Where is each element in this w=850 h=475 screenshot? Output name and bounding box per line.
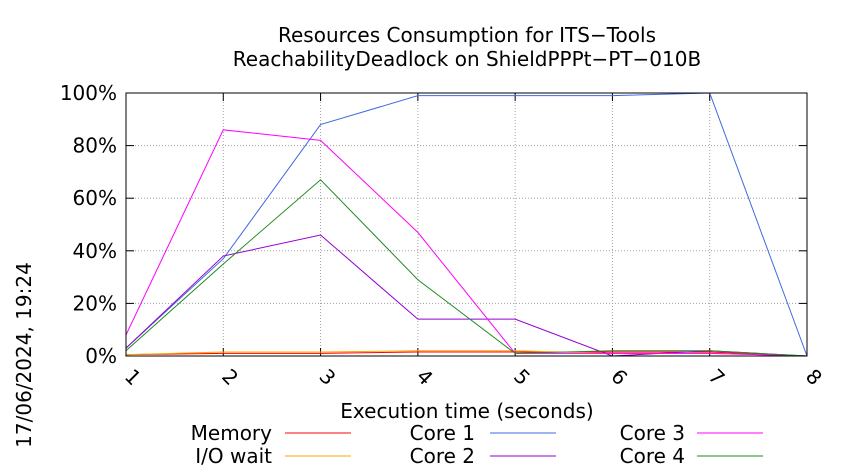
y-axis-ticks: 0% 20% 40% 60% 80% 100% [60,81,807,368]
series-line-memory [125,351,808,357]
x-tick-label: 2 [217,364,243,390]
x-tick-label: 6 [606,364,632,390]
x-tick-label: 4 [412,364,438,390]
series-line-core-3 [125,129,808,357]
legend-label-core-4: Core 4 [620,444,685,468]
legend-label-memory: Memory [191,421,273,445]
legend-label-core-2: Core 2 [410,444,475,468]
x-tick-label: 8 [801,364,827,390]
x-tick-label: 7 [704,364,730,390]
chart-title: Resources Consumption for ITS−Tools [278,23,656,47]
x-axis-ticks: 1 2 3 4 5 6 7 8 [120,93,827,390]
series-line-core-2 [125,234,808,357]
timestamp-label: 17/06/2024, 19:24 [12,262,36,448]
y-tick-label: 20% [73,291,117,315]
y-tick-label: 60% [73,186,117,210]
grid-lines [126,93,807,356]
chart-subtitle: ReachabilityDeadlock on ShieldPPPt−PT−01… [233,47,701,71]
x-axis-label: Execution time (seconds) [340,399,593,423]
x-tick-label: 3 [315,364,341,390]
legend-label-i-o-wait: I/O wait [195,444,272,468]
legend-label-core-1: Core 1 [410,421,475,445]
y-tick-label: 80% [73,134,117,158]
plot-frame [125,92,808,357]
series-line-core-4 [125,179,808,357]
x-tick-label: 1 [120,364,146,390]
x-tick-label: 5 [509,364,535,390]
y-tick-label: 40% [73,239,117,263]
y-tick-label: 100% [60,81,117,105]
series-lines [125,92,808,357]
y-tick-label: 0% [85,344,117,368]
legend-label-core-3: Core 3 [620,421,685,445]
